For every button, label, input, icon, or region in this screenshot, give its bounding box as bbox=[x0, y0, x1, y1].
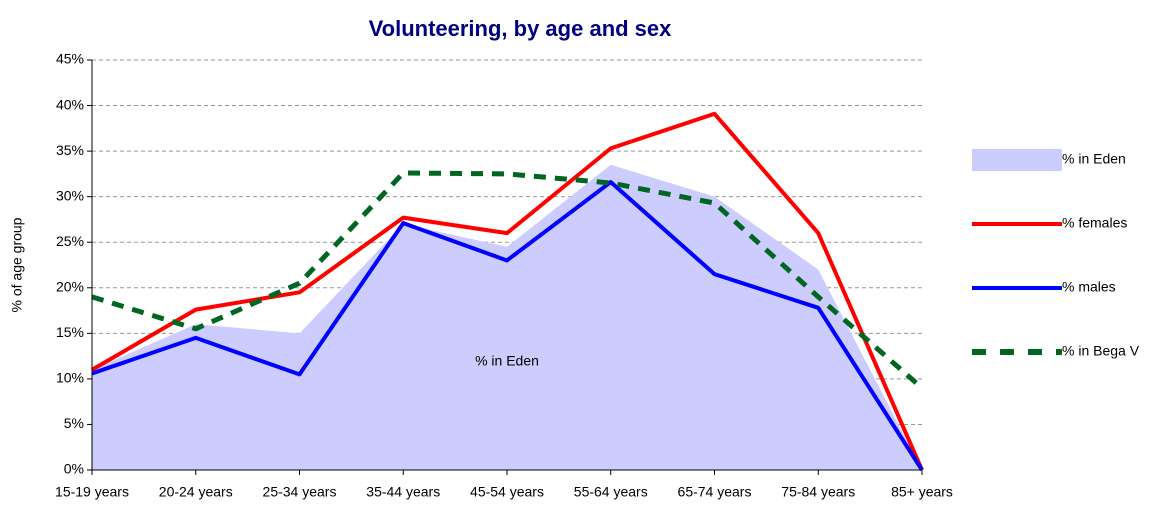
x-tick-label: 25-34 years bbox=[263, 484, 337, 500]
y-axis-label: % of age group bbox=[9, 217, 25, 312]
y-tick-label: 0% bbox=[64, 461, 84, 477]
x-tick-label: 85+ years bbox=[891, 484, 953, 500]
line bbox=[91, 180, 924, 472]
legend-label: % in Bega V bbox=[1062, 343, 1140, 359]
legend-label: % females bbox=[1062, 215, 1127, 231]
x-tick-label: 45-54 years bbox=[470, 484, 544, 500]
y-tick-label: 5% bbox=[64, 415, 84, 431]
x-tick-label: 20-24 years bbox=[159, 484, 233, 500]
line bbox=[90, 111, 924, 471]
y-tick-label: 35% bbox=[56, 142, 84, 158]
y-tick-label: 15% bbox=[56, 324, 84, 340]
x-tick-label: 35-44 years bbox=[366, 484, 440, 500]
y-tick-label: 10% bbox=[56, 370, 84, 386]
legend-swatch bbox=[972, 149, 1062, 171]
x-tick-label: 75-84 years bbox=[781, 484, 855, 500]
x-tick-label: 15-19 years bbox=[55, 484, 129, 500]
legend-label: % males bbox=[1062, 279, 1116, 295]
annotation: % in Eden bbox=[475, 353, 539, 369]
y-tick-label: 30% bbox=[56, 187, 84, 203]
area bbox=[92, 164, 922, 470]
y-tick-label: 40% bbox=[56, 96, 84, 112]
y-tick-label: 20% bbox=[56, 278, 84, 294]
chart-title: Volunteering, by age and sex bbox=[369, 16, 673, 41]
x-tick-label: 55-64 years bbox=[574, 484, 648, 500]
y-tick-label: 45% bbox=[56, 51, 84, 67]
legend-label: % in Eden bbox=[1062, 151, 1126, 167]
y-tick-label: 25% bbox=[56, 233, 84, 249]
line bbox=[91, 170, 924, 390]
x-tick-label: 65-74 years bbox=[678, 484, 752, 500]
